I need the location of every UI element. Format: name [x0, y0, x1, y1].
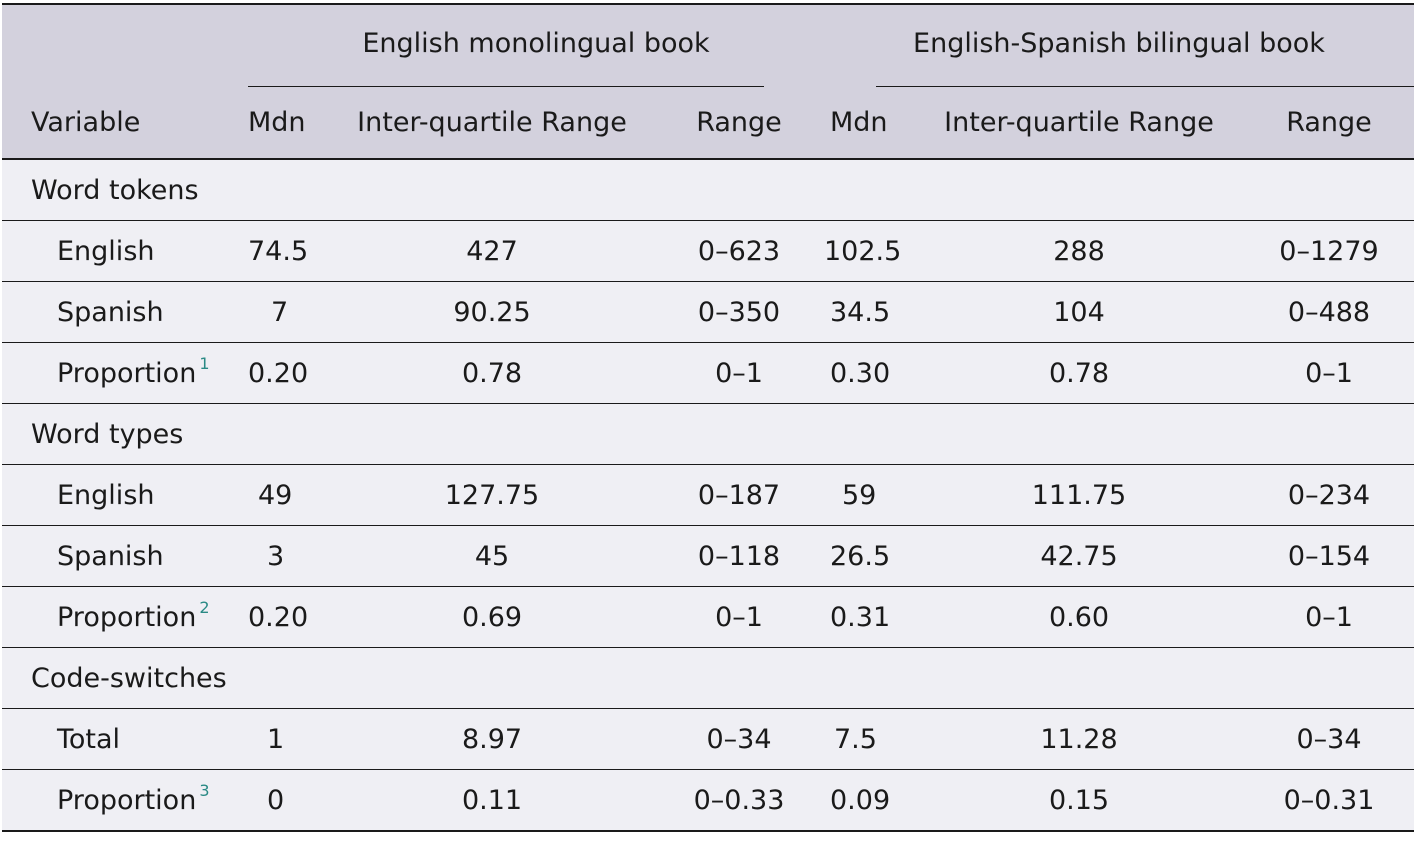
col-mono-range: Range	[654, 87, 824, 160]
row-label: Proportion 3	[2, 769, 248, 832]
group-label-bilingual: English-Spanish bilingual book	[913, 27, 1325, 59]
cell-mono-range: 0–623	[654, 220, 824, 282]
cell-mono-range: 0–34	[654, 708, 824, 770]
cell-bi-mdn: 0.09	[824, 769, 914, 832]
row-label: Proportion 1	[2, 342, 248, 404]
section-title: Word types	[2, 403, 248, 465]
cell-mono-iqr: 45	[330, 525, 654, 587]
cell-mono-mdn: 3	[248, 525, 330, 587]
table-row: Spanish 7 90.25 0–350 34.5 104 0–488	[2, 281, 1414, 343]
cell-mono-iqr: 127.75	[330, 464, 654, 526]
cell-mono-mdn: 49	[248, 464, 330, 526]
cell-bi-mdn: 102.5	[824, 220, 914, 282]
table-row: English 74.5 427 0–623 102.5 288 0–1279	[2, 220, 1414, 282]
cell-mono-iqr: 90.25	[330, 281, 654, 343]
cell-mono-iqr: 0.78	[330, 342, 654, 404]
cell-bi-range: 0–1	[1244, 586, 1414, 648]
cell-bi-range: 0–34	[1244, 708, 1414, 770]
cell-mono-mdn: 74.5	[248, 220, 330, 282]
cell-bi-iqr: 111.75	[914, 464, 1244, 526]
col-mono-mdn: Mdn	[248, 87, 330, 160]
cell-mono-mdn: 1	[248, 708, 330, 770]
section-row: Word tokens	[2, 159, 1414, 221]
header-group-monolingual: English monolingual book	[248, 3, 824, 87]
cell-bi-iqr: 0.15	[914, 769, 1244, 832]
section-title: Code-switches	[2, 647, 248, 709]
cell-bi-iqr: 11.28	[914, 708, 1244, 770]
cell-mono-range: 0–1	[654, 342, 824, 404]
cell-mono-range: 0–187	[654, 464, 824, 526]
cell-mono-mdn: 7	[248, 281, 330, 343]
cell-bi-iqr: 288	[914, 220, 1244, 282]
cell-bi-range: 0–1	[1244, 342, 1414, 404]
cell-mono-range: 0–0.33	[654, 769, 824, 832]
col-bi-mdn: Mdn	[824, 87, 914, 160]
section-title: Word tokens	[2, 159, 248, 221]
header-group-row: English monolingual book English-Spanish…	[2, 3, 1414, 87]
footnote-marker[interactable]: 3	[199, 781, 210, 800]
cell-mono-range: 0–350	[654, 281, 824, 343]
cell-mono-iqr: 8.97	[330, 708, 654, 770]
header-group-bilingual: English-Spanish bilingual book	[824, 3, 1414, 87]
cell-bi-mdn: 34.5	[824, 281, 914, 343]
col-bi-range: Range	[1244, 87, 1414, 160]
cell-mono-iqr: 0.69	[330, 586, 654, 648]
cell-mono-mdn: 0.20	[248, 586, 330, 648]
table-row: Proportion 3 0 0.11 0–0.33 0.09 0.15 0–0.…	[2, 769, 1414, 832]
cell-mono-range: 0–118	[654, 525, 824, 587]
table-row: Spanish 3 45 0–118 26.5 42.75 0–154	[2, 525, 1414, 587]
cell-bi-iqr: 42.75	[914, 525, 1244, 587]
section-row: Word types	[2, 403, 1414, 465]
row-label: Spanish	[2, 281, 248, 343]
cell-bi-range: 0–234	[1244, 464, 1414, 526]
cell-mono-mdn: 0.20	[248, 342, 330, 404]
col-bi-iqr: Inter-quartile Range	[914, 87, 1244, 160]
row-label: Spanish	[2, 525, 248, 587]
cell-bi-range: 0–488	[1244, 281, 1414, 343]
cell-bi-iqr: 104	[914, 281, 1244, 343]
table-row: Total 1 8.97 0–34 7.5 11.28 0–34	[2, 708, 1414, 770]
cell-bi-mdn: 26.5	[824, 525, 914, 587]
footnote-marker[interactable]: 2	[199, 598, 210, 617]
col-mono-iqr: Inter-quartile Range	[330, 87, 654, 160]
group-rule-monolingual	[248, 86, 764, 87]
cell-mono-iqr: 0.11	[330, 769, 654, 832]
cell-bi-mdn: 7.5	[824, 708, 914, 770]
header-empty-cell	[2, 3, 248, 87]
cell-bi-mdn: 59	[824, 464, 914, 526]
cell-bi-range: 0–1279	[1244, 220, 1414, 282]
row-label: Proportion 2	[2, 586, 248, 648]
cell-bi-mdn: 0.31	[824, 586, 914, 648]
cell-bi-range: 0–0.31	[1244, 769, 1414, 832]
row-label: English	[2, 464, 248, 526]
cell-mono-iqr: 427	[330, 220, 654, 282]
header-column-row: Variable Mdn Inter-quartile Range Range …	[2, 87, 1414, 160]
group-rule-bilingual	[876, 86, 1414, 87]
row-label: Total	[2, 708, 248, 770]
table-row: Proportion 2 0.20 0.69 0–1 0.31 0.60 0–1	[2, 586, 1414, 648]
group-label-monolingual: English monolingual book	[362, 27, 710, 59]
section-row: Code-switches	[2, 647, 1414, 709]
cell-mono-range: 0–1	[654, 586, 824, 648]
statistics-table: English monolingual book English-Spanish…	[2, 3, 1414, 832]
cell-bi-iqr: 0.78	[914, 342, 1244, 404]
table-row: Proportion 1 0.20 0.78 0–1 0.30 0.78 0–1	[2, 342, 1414, 404]
footnote-marker[interactable]: 1	[199, 354, 210, 373]
col-variable: Variable	[2, 87, 248, 160]
cell-bi-range: 0–154	[1244, 525, 1414, 587]
row-label: English	[2, 220, 248, 282]
cell-bi-mdn: 0.30	[824, 342, 914, 404]
cell-mono-mdn: 0	[248, 769, 330, 832]
cell-bi-iqr: 0.60	[914, 586, 1244, 648]
table-row: English 49 127.75 0–187 59 111.75 0–234	[2, 464, 1414, 526]
